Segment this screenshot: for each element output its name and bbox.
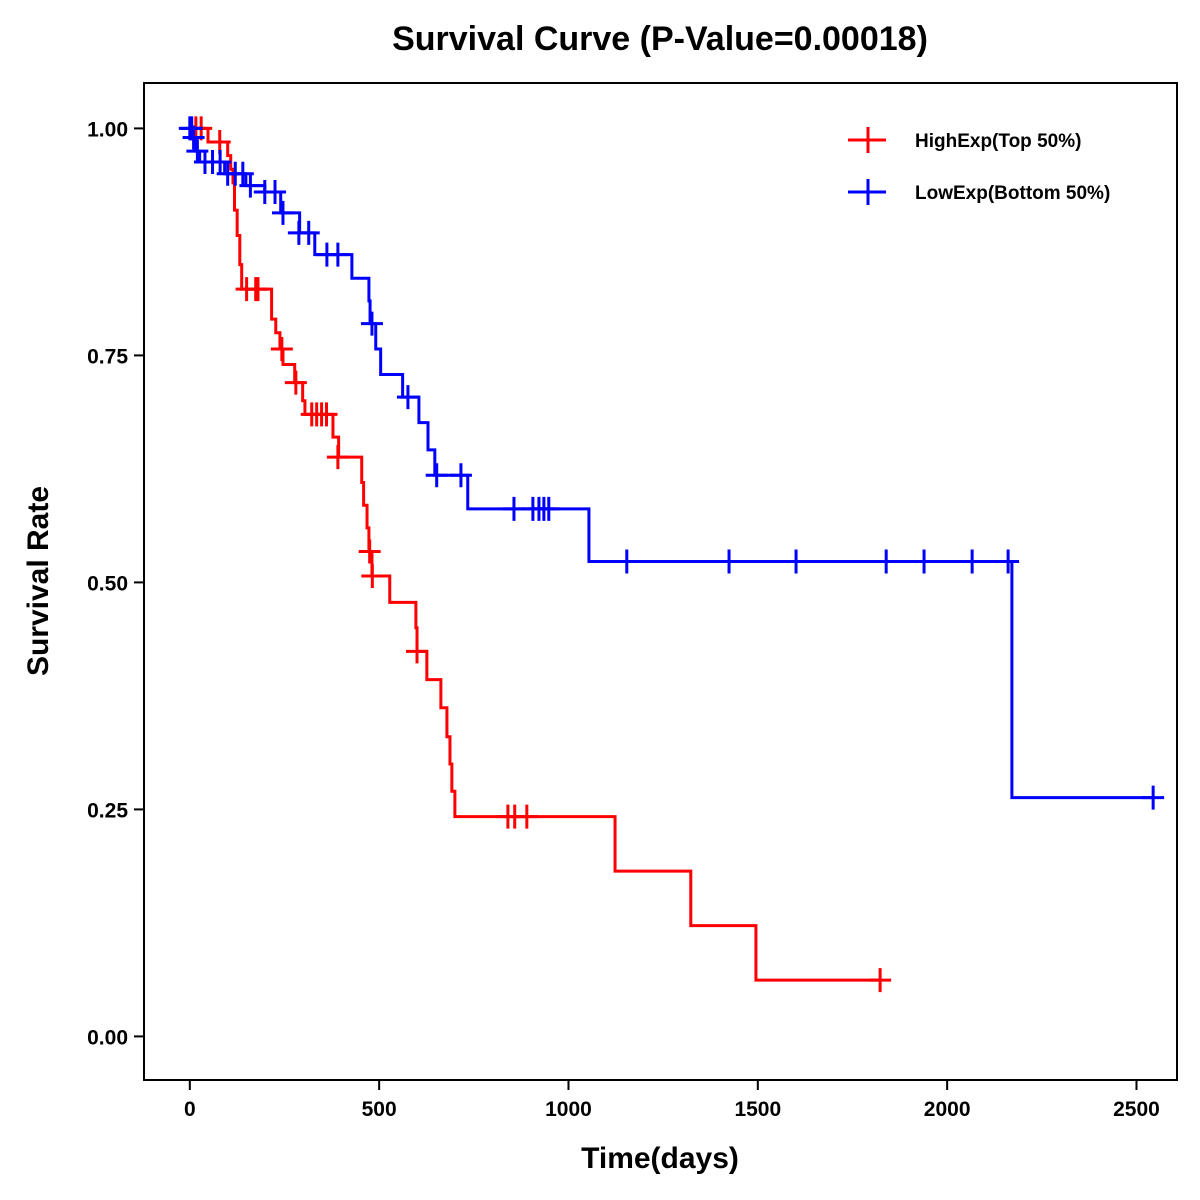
- censor-mark: [869, 968, 892, 993]
- censor-mark: [425, 463, 448, 488]
- censor-mark: [182, 125, 205, 150]
- censor-mark: [875, 549, 898, 574]
- censor-mark: [515, 804, 538, 829]
- censor-mark: [361, 564, 384, 589]
- censor-mark: [785, 549, 808, 574]
- chart-title: Survival Curve (P-Value=0.00018): [392, 20, 928, 58]
- x-tick-label: 500: [362, 1098, 397, 1121]
- y-tick-label: 0.00: [87, 1026, 128, 1049]
- censor-mark: [297, 220, 320, 245]
- legend-label: LowExp(Bottom 50%): [915, 183, 1110, 204]
- survival-line-high: [189, 126, 881, 982]
- censor-mark: [961, 549, 984, 574]
- x-tick-label: 2000: [924, 1098, 971, 1121]
- y-tick-label: 0.75: [87, 345, 128, 368]
- legend-item-low: LowExp(Bottom 50%): [848, 179, 1110, 205]
- x-axis-title: Time(days): [581, 1142, 739, 1175]
- censor-mark: [315, 402, 338, 427]
- censor-mark: [360, 311, 383, 336]
- y-tick-label: 0.50: [87, 572, 128, 595]
- plot-area: [178, 116, 1165, 993]
- y-tick-label: 1.00: [87, 118, 128, 141]
- legend-key-cross-icon: [848, 179, 886, 205]
- censor-mark: [239, 173, 262, 198]
- censor-mark: [264, 179, 287, 204]
- censor-mark: [326, 445, 349, 470]
- x-tick-label: 2500: [1113, 1098, 1160, 1121]
- legend: HighExp(Top 50%) LowExp(Bottom 50%): [848, 127, 1110, 205]
- censor-mark: [284, 370, 307, 395]
- censor-mark: [270, 337, 293, 362]
- censor-mark: [502, 496, 525, 521]
- y-tick-label: 0.25: [87, 799, 128, 822]
- censor-mark: [246, 277, 269, 302]
- censor-mark: [615, 549, 638, 574]
- censor-mark: [537, 496, 560, 521]
- x-tick-label: 1000: [545, 1098, 592, 1121]
- y-axis: 0.00 0.25 0.50 0.75 1.00: [87, 118, 144, 1049]
- censor-mark: [913, 549, 936, 574]
- censor-mark: [449, 463, 472, 488]
- censor-mark: [271, 200, 294, 225]
- y-axis-title: Survival Rate: [22, 486, 55, 676]
- legend-key-cross-icon: [848, 127, 886, 153]
- censor-mark: [718, 549, 741, 574]
- censor-mark: [997, 549, 1020, 574]
- x-axis: 0 500 1000 1500 2000 2500: [184, 1080, 1160, 1121]
- x-tick-label: 0: [184, 1098, 196, 1121]
- censor-mark: [358, 539, 381, 564]
- censor-mark: [406, 639, 429, 664]
- legend-item-high: HighExp(Top 50%): [848, 127, 1081, 153]
- censor-mark: [1142, 785, 1165, 810]
- legend-label: HighExp(Top 50%): [915, 131, 1081, 152]
- censor-mark: [326, 242, 349, 267]
- x-tick-label: 1500: [734, 1098, 781, 1121]
- survival-line-low: [189, 126, 1154, 800]
- censor-mark: [396, 385, 419, 410]
